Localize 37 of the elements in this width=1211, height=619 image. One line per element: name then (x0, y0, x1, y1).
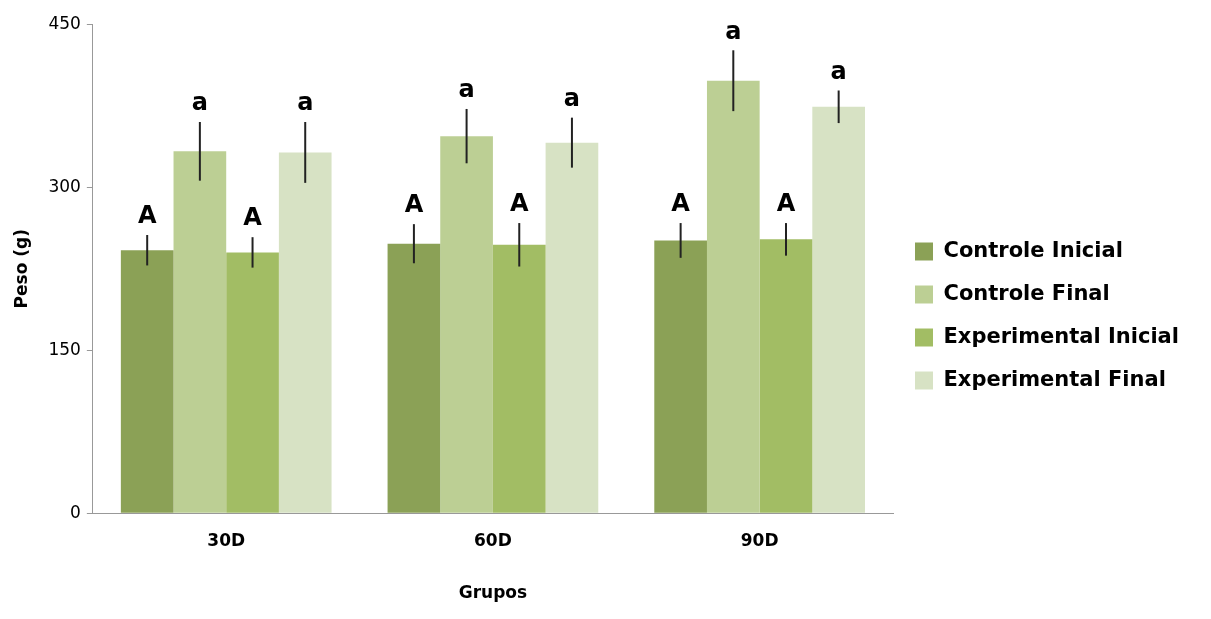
annotation: a (725, 16, 742, 45)
annotation: a (563, 83, 581, 112)
bar (706, 80, 760, 513)
bar (387, 243, 441, 513)
y-tick-label: 0 (70, 501, 81, 522)
y-tick-label: 300 (48, 175, 81, 196)
annotation: A (137, 201, 157, 230)
x-axis-title: Grupos (458, 582, 528, 603)
annotation: a (830, 56, 847, 85)
annotation: A (776, 189, 796, 218)
annotation: a (191, 88, 208, 117)
bar (173, 151, 227, 513)
annotation: a (297, 88, 314, 117)
bar (654, 240, 707, 513)
annotation: A (509, 189, 529, 218)
x-tick-label: 60D (474, 529, 512, 550)
y-axis-title: Peso (g) (10, 228, 31, 309)
bar (226, 252, 279, 513)
bar (759, 239, 813, 513)
x-tick-label: 90D (740, 529, 779, 550)
legend-label: Experimental Inicial (943, 323, 1179, 348)
annotation: A (671, 189, 691, 218)
x-tick-label: 30D (207, 529, 246, 550)
annotation: A (404, 190, 424, 219)
bar (492, 244, 546, 513)
bar (812, 106, 865, 513)
legend-label: Experimental Final (943, 366, 1166, 391)
annotation: a (458, 75, 475, 104)
bar (545, 142, 599, 513)
bar (120, 250, 174, 513)
bar (278, 152, 332, 513)
bar (440, 136, 493, 513)
legend-label: Controle Final (943, 280, 1110, 305)
annotation: A (243, 203, 263, 232)
y-tick-label: 450 (48, 12, 81, 33)
y-tick-label: 150 (48, 338, 81, 359)
legend-label: Controle Inicial (943, 237, 1123, 262)
